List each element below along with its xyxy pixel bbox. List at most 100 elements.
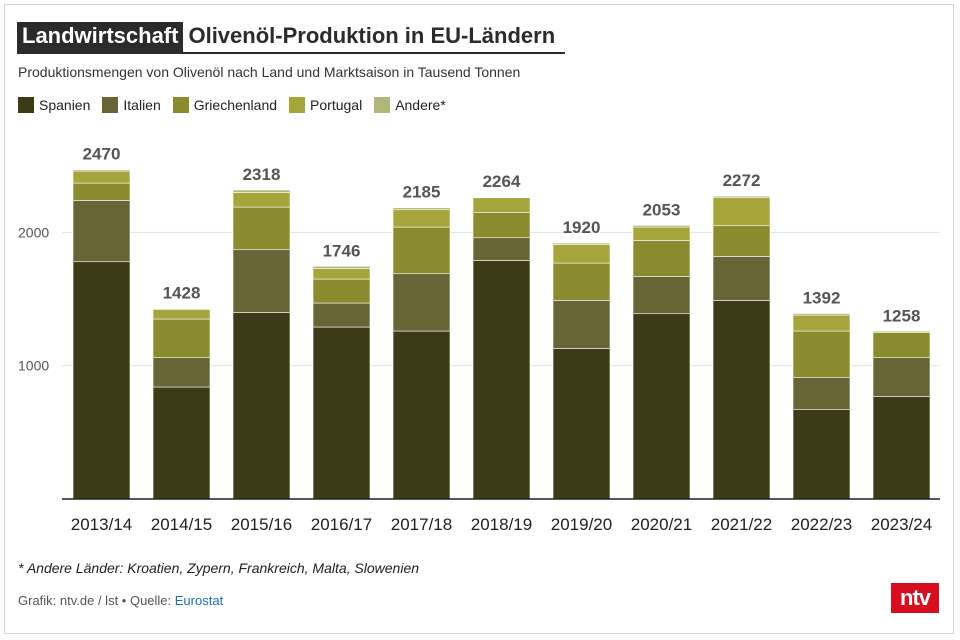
- bar-segment: [552, 242, 611, 245]
- bar-segment: [312, 278, 371, 304]
- bar-segment: [472, 196, 531, 199]
- legend: Spanien Italien Griechenland Portugal Andere…: [18, 97, 458, 113]
- x-tick-label: 2013/14: [71, 515, 132, 534]
- bar-segment: [152, 308, 211, 311]
- total-label: 2264: [483, 172, 521, 191]
- bar-segment: [392, 207, 451, 211]
- total-label: 1258: [883, 306, 921, 325]
- bar-segment: [632, 276, 691, 315]
- chart-frame: [4, 4, 954, 634]
- bar-segment: [232, 249, 291, 313]
- bar-segment: [632, 225, 691, 228]
- x-tick-label: 2022/23: [791, 515, 852, 534]
- bar-segment: [312, 326, 371, 500]
- legend-item: Italien: [102, 97, 161, 113]
- bar-segment: [472, 212, 531, 239]
- legend-label: Portugal: [310, 97, 363, 113]
- y-tick-label: 2000: [18, 224, 49, 240]
- bar-segment: [232, 189, 291, 193]
- bar-segment: [712, 300, 771, 500]
- bar-segment: [392, 273, 451, 332]
- bar-segment: [312, 268, 371, 280]
- bar-segment: [72, 169, 131, 172]
- chart-title: Olivenöl-Produktion in EU-Ländern: [188, 23, 556, 48]
- x-tick-label: 2017/18: [391, 515, 452, 534]
- bar-segment: [72, 200, 131, 263]
- legend-label: Italien: [123, 97, 161, 113]
- total-label: 2318: [243, 165, 281, 184]
- chart-subtitle: Produktionsmengen von Olivenöl nach Land…: [18, 64, 521, 80]
- bar-segment: [872, 396, 931, 500]
- x-tick-label: 2015/16: [231, 515, 292, 534]
- bar-segment: [232, 206, 291, 251]
- bar-segment: [872, 331, 931, 333]
- total-label: 1746: [323, 241, 361, 260]
- bar-segment: [792, 409, 851, 500]
- bar-segment: [712, 225, 771, 257]
- bar-segment: [392, 330, 451, 500]
- legend-label: Andere*: [395, 97, 446, 113]
- bar-segment: [472, 237, 531, 261]
- bar-segment: [232, 192, 291, 208]
- bar-segment: [152, 309, 211, 320]
- bar-segment: [152, 318, 211, 359]
- source-line: Grafik: ntv.de / lst • Quelle: Eurostat: [18, 593, 223, 608]
- bar-segment: [72, 261, 131, 500]
- legend-label: Griechenland: [193, 97, 278, 113]
- legend-swatch: [102, 97, 119, 113]
- legend-swatch: [18, 97, 34, 113]
- ntv-logo[interactable]: ntv: [891, 583, 939, 613]
- legend-swatch: [172, 97, 189, 113]
- bar-segment: [792, 330, 851, 378]
- bar-segment: [792, 314, 851, 332]
- x-tick-label: 2020/21: [631, 515, 692, 534]
- bar-segment: [712, 195, 771, 199]
- legend-swatch: [289, 97, 306, 113]
- total-label: 2185: [403, 183, 441, 202]
- source-link[interactable]: Eurostat: [174, 593, 224, 608]
- total-label: 1428: [163, 284, 201, 303]
- bar-segment: [552, 262, 611, 301]
- bar-segment: [552, 244, 611, 264]
- legend-swatch: [374, 97, 391, 113]
- bar-segment: [312, 265, 371, 269]
- bar-segment: [152, 386, 211, 500]
- legend-label: Spanien: [39, 97, 91, 113]
- legend-item: Andere*: [374, 97, 446, 113]
- source-prefix: Grafik: ntv.de / lst • Quelle:: [18, 593, 175, 608]
- bar-segment: [152, 357, 211, 388]
- bar-segment: [712, 256, 771, 301]
- total-label: 1920: [563, 218, 601, 237]
- x-tick-label: 2021/22: [711, 515, 772, 534]
- bar-segment: [232, 312, 291, 500]
- bar-segment: [872, 332, 931, 359]
- total-label: 1392: [803, 288, 841, 307]
- bar-segment: [312, 302, 371, 328]
- bar-segment: [632, 226, 691, 241]
- bar-segment: [472, 197, 531, 213]
- bar-segment: [872, 357, 931, 397]
- x-tick-label: 2019/20: [551, 515, 612, 534]
- bar-segment: [472, 260, 531, 500]
- bar-segment: [632, 240, 691, 277]
- bar-segment: [392, 209, 451, 228]
- bar-segment: [552, 348, 611, 500]
- bar-chart: 1000 2000 2470 2013/14 1428 2014/15 2318 2015/1…: [18, 145, 940, 534]
- legend-item: Spanien: [18, 97, 90, 113]
- bar-segment: [552, 300, 611, 349]
- x-tick-label: 2018/19: [471, 515, 532, 534]
- bar-segment: [72, 170, 131, 184]
- y-tick-label: 1000: [18, 358, 49, 374]
- total-label: 2272: [723, 171, 761, 190]
- legend-item: Portugal: [289, 97, 362, 113]
- header: Landwirtschaft Olivenöl-Produktion in EU…: [17, 22, 566, 54]
- bar-segment: [712, 197, 771, 227]
- bar-segment: [632, 313, 691, 500]
- legend-item: Griechenland: [172, 97, 278, 113]
- category-label: Landwirtschaft: [17, 22, 184, 52]
- bar-segment: [792, 377, 851, 410]
- x-tick-label: 2016/17: [311, 515, 372, 534]
- bar-segment: [792, 313, 851, 316]
- x-tick-label: 2023/24: [871, 515, 932, 534]
- total-label: 2053: [643, 200, 681, 219]
